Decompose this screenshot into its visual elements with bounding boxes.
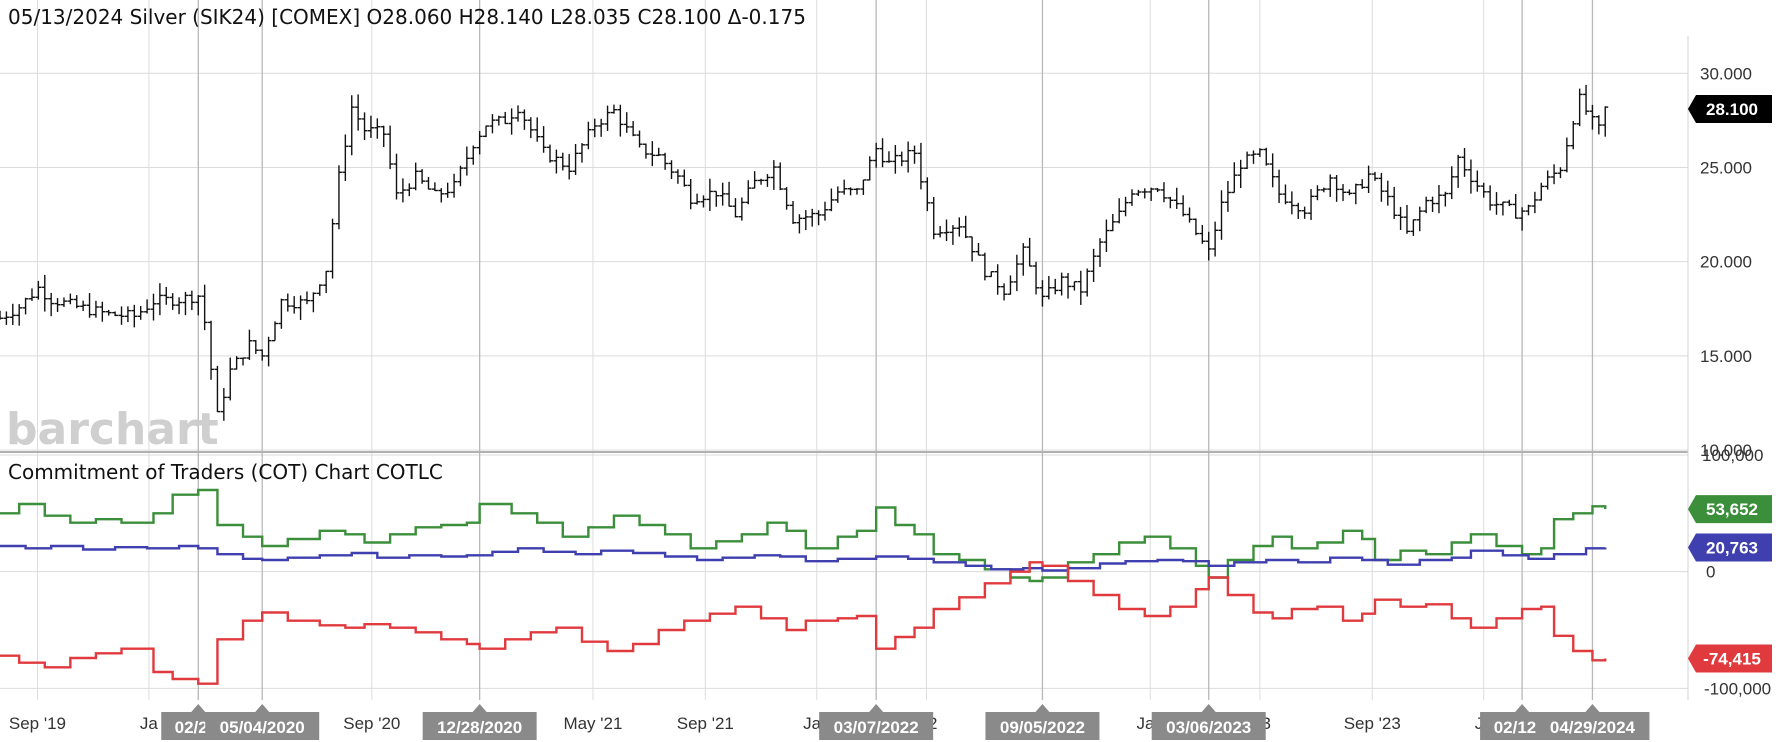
commercials-value-flag-bg — [1688, 644, 1772, 673]
date-flag: 09/05/2022 — [985, 704, 1100, 740]
date-flag-bg — [819, 712, 934, 740]
large_specs-value-flag: 53,652 — [1688, 495, 1772, 524]
date-flag-pointer — [191, 704, 206, 712]
date-flag-bg — [1535, 712, 1650, 740]
small_specs-value-flag-label: 20,763 — [1706, 538, 1758, 557]
date-flag: 03/07/2022 — [819, 704, 934, 740]
cot-lines — [0, 488, 1607, 685]
date-flag-pointer — [1035, 704, 1050, 712]
date-flag: 12/28/2020 — [422, 704, 537, 740]
last-price-flag-bg — [1688, 95, 1772, 124]
grid — [0, 0, 1688, 700]
date-flag-label: 12/28/2020 — [437, 718, 522, 737]
date-flag-pointer — [1201, 704, 1216, 712]
date-flag-label: 09/05/2022 — [1000, 718, 1085, 737]
small_specs-value-flag-bg — [1688, 533, 1772, 562]
date-flag: 03/06/2023 — [1151, 704, 1266, 740]
date-flag-label: 03/07/2022 — [834, 718, 919, 737]
cot-y-tick-label: 100,000 — [1702, 446, 1763, 465]
cot-title: Commitment of Traders (COT) Chart COTLC — [8, 460, 443, 484]
cot-y-tick-label: 0 — [1706, 563, 1715, 582]
date-flag-bg — [985, 712, 1100, 740]
x-tick-label: Ja — [140, 714, 159, 733]
x-tick-label: Sep '23 — [1344, 714, 1401, 733]
date-flag-label: 04/29/2024 — [1550, 718, 1636, 737]
large_specs-line — [0, 488, 1607, 583]
date-flag-pointer — [1585, 704, 1600, 712]
price-y-tick-label: 25.000 — [1700, 158, 1752, 177]
date-flag-bg — [205, 712, 320, 740]
commercials-value-flag-label: -74,415 — [1703, 649, 1761, 668]
last-price-flag: 28.100 — [1688, 95, 1772, 124]
price-y-tick-label: 20.000 — [1700, 253, 1752, 272]
commercials-line — [0, 561, 1607, 685]
date-flag-pointer — [1515, 704, 1530, 712]
price-y-tick-label: 15.000 — [1700, 347, 1752, 366]
x-tick-label: Sep '21 — [677, 714, 734, 733]
price-bars — [0, 84, 1609, 421]
commercials-value-flag: -74,415 — [1688, 644, 1772, 673]
small_specs-value-flag: 20,763 — [1688, 533, 1772, 562]
date-flag-pointer — [472, 704, 487, 712]
price-y-tick-label: 30.000 — [1700, 64, 1752, 83]
date-flag-bg — [1151, 712, 1266, 740]
value-flags: 28.10053,65220,763-74,41502/24/05/04/202… — [161, 95, 1772, 740]
date-flag-pointer — [255, 704, 270, 712]
x-tick-label: Sep '20 — [343, 714, 400, 733]
date-flag-pointer — [869, 704, 884, 712]
event-markers — [197, 0, 1594, 700]
large_specs-value-flag-label: 53,652 — [1706, 500, 1758, 519]
date-flag-bg — [422, 712, 537, 740]
small_specs-line — [0, 544, 1607, 572]
date-flag: 04/29/2024 — [1535, 704, 1650, 740]
x-tick-label: May '21 — [563, 714, 622, 733]
ohlc-header: 05/13/2024 Silver (SIK24) [COMEX] O28.06… — [8, 5, 806, 29]
price-y-tick-label: 10.000 — [1700, 441, 1752, 460]
large_specs-value-flag-bg — [1688, 495, 1772, 524]
date-flag: 05/04/2020 — [205, 704, 320, 740]
x-tick-label: Sep '19 — [9, 714, 66, 733]
last-price-flag-label: 28.100 — [1706, 100, 1758, 119]
barchart-watermark: barchart — [6, 404, 219, 455]
date-flag-label: 05/04/2020 — [220, 718, 305, 737]
date-flag-label: 03/06/2023 — [1166, 718, 1251, 737]
cot-y-tick-label: -100,000 — [1704, 679, 1771, 698]
